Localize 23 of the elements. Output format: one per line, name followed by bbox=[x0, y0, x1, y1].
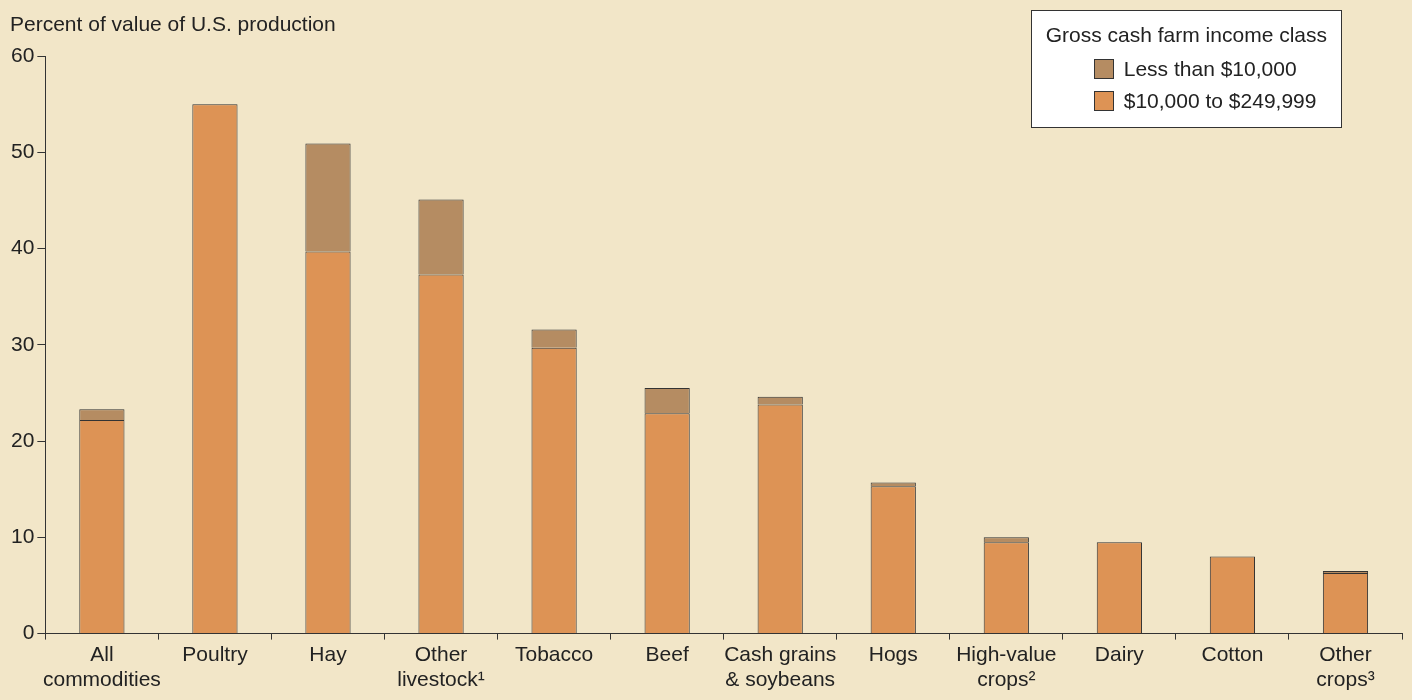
x-tick-label: Tobacco bbox=[514, 642, 594, 665]
y-tick-label: 50 bbox=[11, 139, 35, 163]
x-tick-label: Other crops³ bbox=[1316, 642, 1375, 691]
x-tick-label: Dairy bbox=[1094, 642, 1145, 665]
x-tick-label: High-value crops² bbox=[956, 642, 1057, 691]
legend-title: Gross cash farm income class bbox=[1045, 23, 1327, 47]
x-tick-label: Cash grains & soybeans bbox=[724, 642, 837, 691]
y-axis-title: Percent of value of U.S. production bbox=[10, 12, 336, 36]
y-tick-label: 40 bbox=[11, 235, 35, 259]
y-tick-label: 60 bbox=[11, 42, 35, 66]
legend-label: $10,000 to $249,999 bbox=[1123, 89, 1317, 113]
y-tick-label: 20 bbox=[11, 427, 35, 451]
x-tick-label: Cotton bbox=[1201, 642, 1264, 665]
y-tick-label: 30 bbox=[11, 331, 35, 355]
y-tick-label: 0 bbox=[22, 620, 35, 644]
x-tick-label: Poultry bbox=[182, 642, 249, 665]
x-tick-label: All commodities bbox=[42, 642, 161, 691]
y-tick-label: 10 bbox=[11, 524, 35, 548]
x-tick-label: Beef bbox=[645, 642, 689, 665]
x-tick-label: Hay bbox=[309, 642, 348, 665]
x-tick-label: Hogs bbox=[868, 642, 918, 665]
x-tick-label: Other livestock¹ bbox=[397, 642, 485, 691]
legend-label: Less than $10,000 bbox=[1123, 57, 1297, 81]
